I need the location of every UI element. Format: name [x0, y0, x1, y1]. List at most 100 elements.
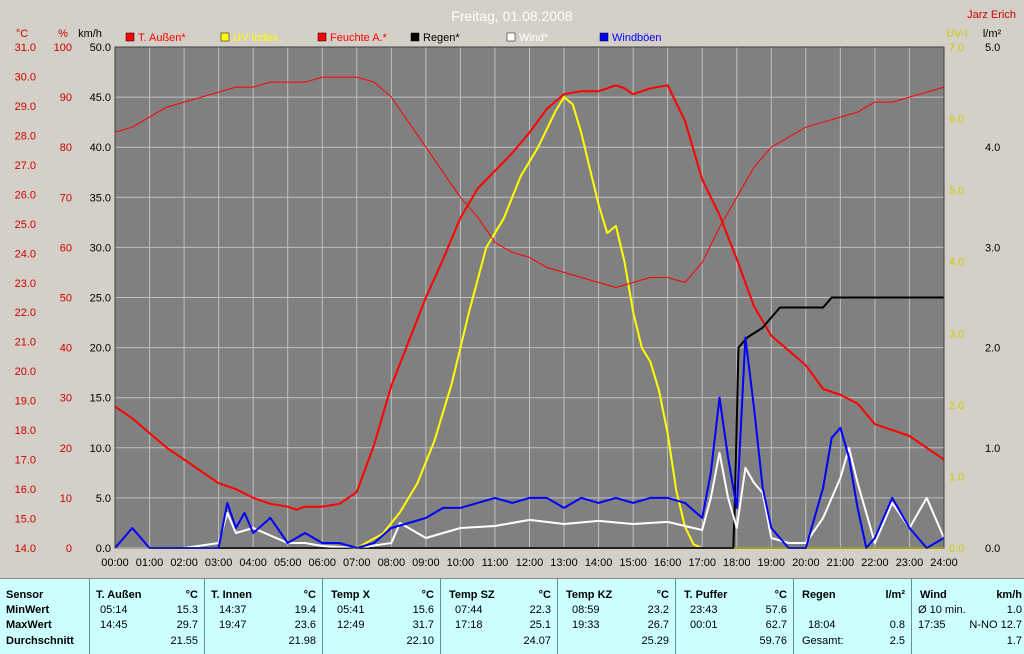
- humid-tick-label: 90: [60, 92, 72, 104]
- stats-unit: l/m²: [885, 589, 905, 601]
- stats-wind-column: Wind km/h Ø 10 min. 1.0 17:35 N-NO 12.7 1.7: [912, 579, 1024, 654]
- wind-tick-label: 30.0: [90, 242, 111, 254]
- time-tick-label: 22:00: [861, 557, 889, 569]
- stats-avg-value: 59.76: [759, 635, 787, 647]
- uv-unit-label: UV-I: [946, 28, 967, 40]
- stats-avg-value: 22.10: [406, 635, 434, 647]
- time-tick-label: 14:00: [585, 557, 613, 569]
- stats-max-value: 31.7: [412, 619, 434, 631]
- stats-t-aussen-column: T. Außen °C 05:14 15.3 14:45 29.7 21.55: [90, 579, 205, 654]
- legend-swatch: [599, 32, 609, 42]
- stats-min-label: Ø 10 min.: [918, 604, 966, 616]
- stats-temp-x-column: Temp X °C 05:41 15.6 12:49 31.7 22.10: [323, 579, 441, 654]
- uv-tick-label: 4.0: [949, 257, 964, 269]
- humid-tick-label: 20: [60, 443, 72, 455]
- temp-tick-label: 30.0: [15, 71, 36, 83]
- wind-unit-label: km/h: [78, 28, 102, 40]
- uv-tick-label: 2.0: [949, 400, 964, 412]
- legend-label: T. Außen*: [138, 32, 186, 44]
- temp-unit-label: °C: [16, 28, 28, 40]
- rain-tick-label: 1.0: [985, 443, 1000, 455]
- stats-max-time: 17:18: [455, 619, 483, 631]
- stats-header-temp-x: Temp X: [331, 589, 370, 601]
- time-tick-label: 18:00: [723, 557, 751, 569]
- wind-tick-label: 45.0: [90, 92, 111, 104]
- stats-total-label: Gesamt:: [802, 635, 844, 647]
- humid-tick-label: 0: [66, 543, 72, 555]
- stats-min-value: 23.2: [647, 604, 669, 616]
- temp-tick-label: 31.0: [15, 42, 36, 54]
- wind-tick-label: 10.0: [90, 443, 111, 455]
- stats-min-time: 05:14: [100, 604, 128, 616]
- time-tick-label: 00:00: [101, 557, 129, 569]
- legend-swatch: [220, 32, 230, 42]
- legend-swatch: [317, 32, 327, 42]
- legend-label: Wind*: [519, 32, 549, 44]
- statistics-panel: Sensor MinWert MaxWert Durchschnitt T. A…: [0, 578, 1024, 654]
- wind-tick-label: 40.0: [90, 142, 111, 154]
- wind-tick-label: 25.0: [90, 293, 111, 305]
- time-tick-label: 16:00: [654, 557, 682, 569]
- time-tick-label: 10:00: [447, 557, 475, 569]
- stats-max-time: 14:45: [100, 619, 128, 631]
- stats-max-value: 29.7: [176, 619, 198, 631]
- time-tick-label: 13:00: [550, 557, 578, 569]
- stats-row-max-label: MaxWert: [6, 619, 52, 631]
- stats-avg-value: 21.55: [170, 635, 198, 647]
- stats-avg-value: 25.29: [641, 635, 669, 647]
- time-tick-label: 19:00: [758, 557, 786, 569]
- legend-swatch: [410, 32, 420, 42]
- stats-temp-kz-column: Temp KZ °C 08:59 23.2 19:33 26.7 25.29: [558, 579, 676, 654]
- stats-unit: km/h: [996, 589, 1022, 601]
- rain-tick-label: 3.0: [985, 242, 1000, 254]
- time-tick-label: 05:00: [274, 557, 302, 569]
- legend-swatch: [506, 32, 516, 42]
- stats-unit: °C: [774, 589, 787, 601]
- uv-tick-label: 5.0: [949, 185, 964, 197]
- stats-max-value: 25.1: [529, 619, 551, 631]
- stats-row-avg-label: Durchschnitt: [6, 635, 74, 647]
- time-tick-label: 09:00: [412, 557, 440, 569]
- stats-header-temp-sz: Temp SZ: [449, 589, 495, 601]
- stats-min-value: 22.3: [529, 604, 551, 616]
- humid-tick-label: 80: [60, 142, 72, 154]
- stats-unit: °C: [538, 589, 551, 601]
- stats-row-min-label: MinWert: [6, 604, 50, 616]
- stats-unit: °C: [656, 589, 669, 601]
- humid-unit-label: %: [58, 28, 68, 40]
- temp-tick-label: 18.0: [15, 425, 36, 437]
- uv-tick-label: 1.0: [949, 471, 964, 483]
- temp-tick-label: 23.0: [15, 278, 36, 290]
- stats-min-time: 08:59: [572, 604, 600, 616]
- temp-tick-label: 15.0: [15, 514, 36, 526]
- time-tick-label: 11:00: [482, 557, 509, 569]
- series-line-windb-en: [114, 336, 945, 549]
- series-line-regen: [115, 296, 944, 549]
- wind-tick-label: 5.0: [96, 493, 111, 505]
- temp-tick-label: 26.0: [15, 189, 36, 201]
- temp-tick-label: 27.0: [15, 160, 36, 172]
- weather-chart: Freitag, 01.08.2008 Jarz Erich T. Außen*…: [14, 8, 1016, 569]
- rain-tick-label: 4.0: [985, 142, 1000, 154]
- legend-label: Windböen: [612, 32, 662, 44]
- temp-tick-label: 14.0: [15, 543, 36, 555]
- time-tick-label: 04:00: [239, 557, 267, 569]
- stats-max-value: 23.6: [294, 619, 316, 631]
- stats-header-wind: Wind: [920, 589, 947, 601]
- time-tick-label: 03:00: [205, 557, 233, 569]
- legend-label: Feuchte A.*: [330, 32, 388, 44]
- humid-tick-label: 60: [60, 242, 72, 254]
- humid-tick-label: 10: [60, 493, 72, 505]
- stats-unit: °C: [421, 589, 434, 601]
- stats-max-value: 26.7: [647, 619, 669, 631]
- chart-title: Freitag, 01.08.2008: [451, 8, 573, 24]
- stats-max-value: 0.8: [889, 619, 905, 631]
- humid-tick-label: 70: [60, 192, 72, 204]
- author-label: Jarz Erich: [967, 9, 1016, 21]
- stats-header-t-aussen: T. Außen: [96, 589, 142, 601]
- time-tick-label: 21:00: [827, 557, 855, 569]
- wind-tick-label: 35.0: [90, 192, 111, 204]
- stats-sensor-column: Sensor MinWert MaxWert Durchschnitt: [0, 579, 90, 654]
- time-tick-label: 23:00: [896, 557, 924, 569]
- wind-tick-label: 0.0: [96, 543, 111, 555]
